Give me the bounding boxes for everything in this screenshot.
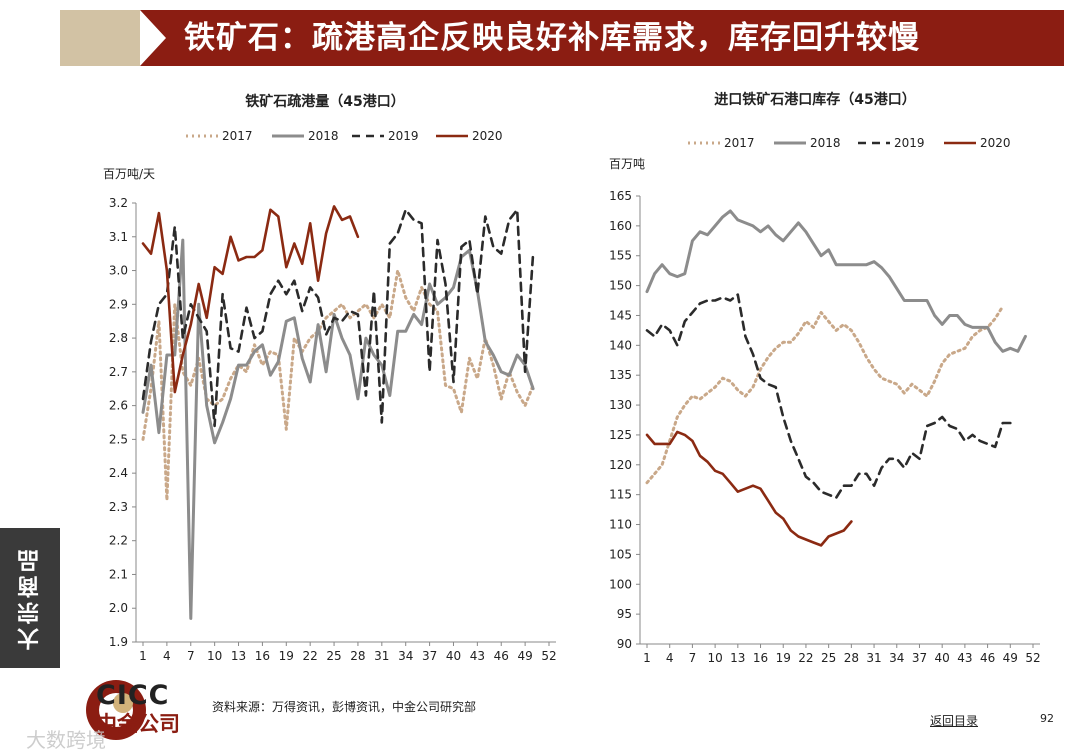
left-legend-label-2019: 2019 — [388, 129, 419, 143]
left-series-line-2020 — [141, 205, 360, 394]
right-x-tick-label: 31 — [866, 651, 881, 665]
left-series-line-2019 — [141, 208, 535, 428]
left-y-tick-label: 2.9 — [109, 297, 128, 311]
right-y-tick-label: 135 — [609, 368, 632, 382]
right-y-axis-label: 百万吨 — [609, 157, 645, 171]
header-bar — [140, 10, 1064, 66]
right-x-tick-label: 16 — [753, 651, 768, 665]
right-x-tick-label: 10 — [707, 651, 722, 665]
left-x-tick-label: 13 — [231, 649, 246, 663]
left-y-tick-label: 2.0 — [109, 601, 128, 615]
right-x-tick-label: 34 — [889, 651, 904, 665]
right-y-tick-label: 140 — [609, 338, 632, 352]
right-y-tick-label: 100 — [609, 577, 632, 591]
right-y-tick-label: 155 — [609, 249, 632, 263]
right-y-tick-label: 125 — [609, 428, 632, 442]
right-y-tick-label: 90 — [617, 637, 632, 651]
right-x-tick-label: 49 — [1003, 651, 1018, 665]
right-x-tick-label: 37 — [912, 651, 927, 665]
left-x-tick-label: 1 — [139, 649, 147, 663]
back-to-contents-link[interactable]: 返回目录 — [930, 714, 979, 728]
left-series-line-2017 — [141, 269, 535, 502]
left-legend-label-2020: 2020 — [472, 129, 503, 143]
right-x-tick-label: 4 — [666, 651, 674, 665]
right-y-tick-label: 110 — [609, 518, 632, 532]
logo-text-en: CICC — [96, 680, 170, 711]
left-y-axis-label: 百万吨/天 — [103, 167, 155, 181]
right-series-line-2020 — [645, 430, 853, 547]
left-y-tick-label: 2.2 — [109, 534, 128, 548]
left-y-tick-label: 3.2 — [109, 196, 128, 210]
right-x-tick-label: 40 — [935, 651, 950, 665]
left-x-tick-label: 34 — [398, 649, 413, 663]
right-chart-title: 进口铁矿石港口库存（45港口） — [714, 91, 915, 108]
right-y-tick-label: 165 — [609, 189, 632, 203]
right-x-tick-label: 13 — [730, 651, 745, 665]
right-legend-label-2018: 2018 — [810, 136, 841, 150]
left-y-tick-label: 2.3 — [109, 500, 128, 514]
left-x-tick-label: 16 — [255, 649, 270, 663]
right-series-line-2018 — [645, 209, 1027, 353]
right-series-line-2017 — [645, 305, 1005, 485]
watermark: 大数跨境 — [26, 728, 106, 752]
right-x-tick-label: 7 — [689, 651, 697, 665]
section-side-tab[interactable]: 大宗商品 — [0, 528, 60, 668]
left-chart-title: 铁矿石疏港量（45港口） — [245, 93, 404, 110]
left-y-tick-label: 3.1 — [109, 230, 128, 244]
left-x-tick-label: 4 — [163, 649, 171, 663]
cicc-logo-mark — [86, 680, 146, 740]
left-series-line-2018 — [141, 238, 535, 620]
header-accent-tab — [60, 10, 140, 66]
right-legend-label-2017: 2017 — [724, 136, 755, 150]
right-x-tick-label: 52 — [1025, 651, 1040, 665]
right-y-tick-label: 145 — [609, 308, 632, 322]
left-y-tick-label: 2.1 — [109, 567, 128, 581]
right-series-line-2019 — [645, 293, 1012, 500]
right-legend-label-2019: 2019 — [894, 136, 925, 150]
left-y-tick-label: 2.4 — [109, 466, 128, 480]
left-x-tick-label: 28 — [350, 649, 365, 663]
logo-text-cn: 中金公司 — [96, 712, 180, 736]
right-x-tick-label: 46 — [980, 651, 995, 665]
right-y-tick-label: 130 — [609, 398, 632, 412]
left-y-tick-label: 3.0 — [109, 264, 128, 278]
left-x-tick-label: 52 — [541, 649, 556, 663]
left-x-tick-label: 31 — [374, 649, 389, 663]
left-x-tick-label: 19 — [279, 649, 294, 663]
left-x-tick-label: 40 — [446, 649, 461, 663]
left-x-tick-label: 22 — [303, 649, 318, 663]
page-title: 铁矿石：疏港高企反映良好补库需求，库存回升较慢 — [184, 20, 920, 56]
right-y-tick-label: 95 — [617, 607, 632, 621]
right-legend-label-2020: 2020 — [980, 136, 1011, 150]
right-x-tick-label: 22 — [798, 651, 813, 665]
left-y-tick-label: 2.5 — [109, 432, 128, 446]
right-y-tick-label: 120 — [609, 458, 632, 472]
left-y-tick-label: 2.7 — [109, 365, 128, 379]
right-y-tick-label: 115 — [609, 488, 632, 502]
right-x-tick-label: 1 — [643, 651, 651, 665]
right-y-tick-label: 150 — [609, 279, 632, 293]
left-x-tick-label: 46 — [494, 649, 509, 663]
left-x-tick-label: 25 — [326, 649, 341, 663]
left-x-tick-label: 43 — [470, 649, 485, 663]
right-x-tick-label: 28 — [844, 651, 859, 665]
page-number: 92 — [1040, 712, 1054, 725]
left-y-tick-label: 2.6 — [109, 399, 128, 413]
left-y-tick-label: 2.8 — [109, 331, 128, 345]
left-legend-label-2017: 2017 — [222, 129, 253, 143]
left-y-tick-label: 1.9 — [109, 635, 128, 649]
left-legend-label-2018: 2018 — [308, 129, 339, 143]
right-x-tick-label: 19 — [776, 651, 791, 665]
source-note: 资料来源：万得资讯，彭博资讯，中金公司研究部 — [212, 700, 477, 714]
right-x-tick-label: 43 — [957, 651, 972, 665]
left-x-tick-label: 10 — [207, 649, 222, 663]
right-y-tick-label: 105 — [609, 547, 632, 561]
right-x-tick-label: 25 — [821, 651, 836, 665]
left-x-tick-label: 7 — [187, 649, 195, 663]
left-x-tick-label: 49 — [517, 649, 532, 663]
right-y-tick-label: 160 — [609, 219, 632, 233]
left-x-tick-label: 37 — [422, 649, 437, 663]
